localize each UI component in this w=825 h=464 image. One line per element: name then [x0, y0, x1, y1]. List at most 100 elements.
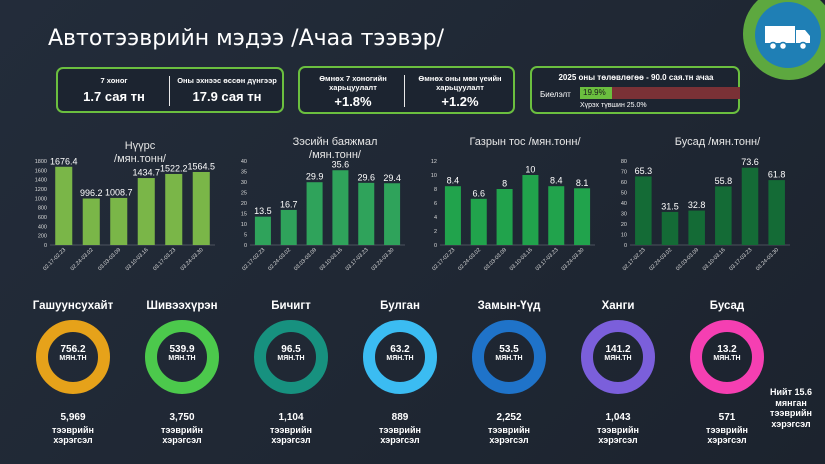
- x-tick-label: 02.17-02.23: [42, 247, 67, 272]
- region-card: Ханги 141.2 МЯН.ТН 1,043 тээврийн хэрэгсэл: [568, 300, 668, 445]
- region-vehicle-count: 1,104: [278, 412, 304, 423]
- y-tick-label: 20: [241, 201, 247, 207]
- region-vehicle-desc: тээврийн хэрэгсэл: [270, 425, 312, 445]
- bar-chart: 0 200 400 600 800 1000 1200 1400 1600 1800 1676.4 0…: [35, 156, 215, 272]
- region-value: 539.9: [169, 344, 195, 355]
- region-name: Гашуунсухайт: [32, 300, 114, 312]
- bar: [496, 189, 513, 245]
- page-title: Автотээврийн мэдээ /Ачаа тээвэр/: [48, 26, 444, 51]
- chart-title: Бусад /мян.тонн/: [674, 136, 761, 148]
- x-tick-label: 03.10-03.16: [509, 247, 534, 272]
- region-vehicle-count: 571: [718, 412, 736, 423]
- donut-chart: 141.2 МЯН.ТН: [580, 319, 656, 395]
- comparison-card: Өмнөх 7 хоногийн харьцуулалт +1.8% Өмнөх…: [298, 66, 515, 114]
- truck-icon: [755, 2, 821, 68]
- region-name: Замын-Үүд: [477, 300, 541, 312]
- y-tick-label: 10: [431, 173, 437, 179]
- region-vehicle-desc: тээврийн хэрэгсэл: [379, 425, 421, 445]
- region-unit: МЯН.ТН: [168, 355, 196, 362]
- y-tick-label: 1600: [35, 168, 47, 174]
- region-vehicle-desc: тээврийн хэрэгсэл: [52, 425, 94, 445]
- bar: [548, 186, 565, 245]
- bar: [384, 183, 401, 245]
- donut-chart: 63.2 МЯН.ТН: [362, 319, 438, 395]
- y-tick-label: 20: [621, 222, 627, 228]
- bar: [110, 197, 128, 245]
- bar-value-label: 35.6: [332, 160, 350, 170]
- bar-chart: 0 5 10 15 20 25 30 35 40 13.5 02.17-02.23 16.7 02.24…: [241, 159, 405, 272]
- region-vehicle-desc: тээврийн хэрэгсэл: [597, 425, 639, 445]
- y-tick-label: 40: [241, 159, 247, 165]
- y-tick-label: 600: [38, 215, 47, 221]
- y-tick-label: 1800: [35, 159, 47, 165]
- y-tick-label: 35: [241, 170, 247, 176]
- region-vehicle-count: 889: [391, 412, 409, 423]
- region-name: Шивээхүрэн: [146, 300, 218, 312]
- chart-title: Нүүрс /мян.тонн/: [114, 140, 166, 165]
- y-tick-label: 30: [241, 180, 247, 186]
- donut-ring: [36, 320, 110, 394]
- bar-value-label: 29.4: [383, 173, 401, 183]
- y-tick-label: 800: [38, 206, 47, 212]
- region-name: Ханги: [601, 300, 635, 312]
- bar: [137, 178, 155, 245]
- x-tick-label: 03.03-03.09: [293, 247, 318, 272]
- y-tick-label: 2: [434, 229, 437, 235]
- y-tick-label: 6: [434, 201, 437, 207]
- divider: [169, 76, 170, 106]
- divider: [404, 75, 405, 107]
- donut-chart: 756.2 МЯН.ТН: [35, 319, 111, 395]
- y-tick-label: 0: [434, 243, 437, 249]
- bar: [444, 186, 461, 245]
- bar: [165, 173, 183, 245]
- y-tick-label: 0: [44, 243, 47, 249]
- donut-chart: 13.2 МЯН.ТН: [689, 319, 765, 395]
- chart-title: Зэсийн баяжмал /мян.тонн/: [292, 136, 378, 161]
- bar-value-label: 61.8: [768, 170, 786, 180]
- region-card: Бичигт 96.5 МЯН.ТН 1,104 тээврийн хэрэгсэл: [241, 300, 341, 445]
- bar-value-label: 8: [502, 179, 507, 189]
- bar-value-label: 8.1: [576, 178, 589, 188]
- region-card: Шивээхүрэн 539.9 МЯН.ТН 3,750 тээврийн хэрэг…: [132, 300, 232, 445]
- region-name: Бусад: [709, 300, 745, 312]
- x-tick-label: 03.24-03.30: [180, 247, 205, 272]
- y-tick-label: 1200: [35, 187, 47, 193]
- y-tick-label: 400: [38, 224, 47, 230]
- bar-value-label: 6.6: [472, 188, 485, 198]
- x-tick-label: 03.03-03.09: [675, 247, 700, 272]
- bar: [55, 166, 73, 245]
- bar-value-label: 73.6: [741, 157, 759, 167]
- x-tick-label: 03.17-03.23: [152, 247, 177, 272]
- region-value: 96.5: [281, 344, 301, 355]
- region-vehicle-desc: тээврийн хэрэгсэл: [706, 425, 748, 445]
- bar: [574, 188, 591, 245]
- region-vehicle-count: 5,969: [60, 412, 86, 423]
- y-tick-label: 10: [621, 233, 627, 239]
- bar-value-label: 29.6: [357, 172, 375, 182]
- wow-label: Өмнөх 7 хоногийн харьцуулалт: [319, 74, 387, 92]
- region-unit: МЯН.ТН: [495, 355, 523, 362]
- bar: [688, 210, 705, 245]
- region-unit: МЯН.ТН: [277, 355, 305, 362]
- y-tick-label: 8: [434, 187, 437, 193]
- y-tick-label: 0: [244, 243, 247, 249]
- y-tick-label: 5: [244, 233, 247, 239]
- bar: [522, 175, 539, 245]
- region-unit: МЯН.ТН: [386, 355, 414, 362]
- week-value: 1.7 сая тн: [83, 89, 145, 104]
- region-vehicle-desc: тээврийн хэрэгсэл: [161, 425, 203, 445]
- bar-value-label: 65.3: [635, 166, 653, 176]
- bar-value-label: 8.4: [550, 176, 563, 186]
- total-vehicles: Нийт 15.6 мянган тээврийн хэрэгсэл: [770, 387, 812, 429]
- region-name: Бичигт: [271, 300, 311, 312]
- bar: [715, 186, 732, 245]
- weekly-summary-card: 7 хоног 1.7 сая тн Оны эхнээс өссөн дүнг…: [56, 67, 284, 113]
- bar: [82, 198, 100, 245]
- bar: [741, 167, 759, 245]
- y-tick-label: 30: [621, 212, 627, 218]
- y-tick-label: 0: [624, 243, 627, 249]
- yoy-label: Өмнөх оны мөн үеийн харьцуулалт: [418, 74, 502, 92]
- x-tick-label: 03.10-03.16: [125, 247, 150, 272]
- region-unit: МЯН.ТН: [713, 355, 741, 362]
- y-tick-label: 25: [241, 191, 247, 197]
